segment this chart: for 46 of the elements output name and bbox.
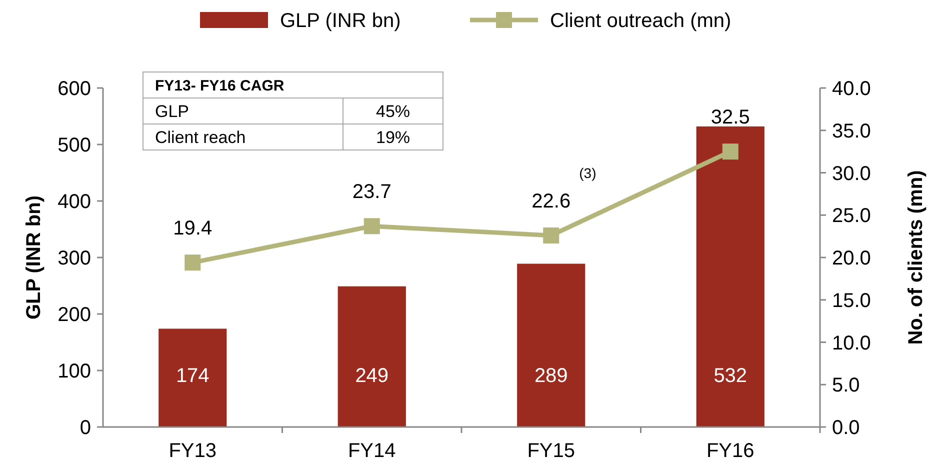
y2-tick-label: 40.0: [832, 78, 871, 100]
y2-axis-title: No. of clients (mn): [905, 170, 927, 345]
x-tick-label: FY13: [168, 440, 217, 462]
y-tick-label: 300: [58, 248, 91, 270]
data-label: 532: [714, 365, 748, 387]
point: [722, 144, 738, 160]
annotation: Client reach: [155, 128, 246, 147]
x-tick-label: FY15: [527, 440, 576, 462]
x-tick-label: FY14: [348, 440, 396, 462]
data-label: 249: [355, 365, 389, 387]
y2-tick-label: 25.0: [832, 205, 871, 228]
data-label: 22.6: [532, 190, 571, 212]
y-tick-label: 200: [58, 304, 91, 326]
x-tick-label: FY16: [706, 440, 754, 462]
y-tick-label: 500: [58, 134, 91, 156]
y-tick-label: 600: [58, 78, 91, 100]
point: [543, 227, 560, 244]
bar: [338, 286, 406, 427]
y-tick-label: 0: [80, 417, 91, 439]
annotation: 45%: [376, 102, 410, 121]
y2-tick-label: 0.0: [832, 417, 860, 439]
y2-tick-label: 20.0: [832, 248, 871, 270]
y2-tick-label: 35.0: [832, 120, 871, 142]
data-label: 19.4: [173, 218, 212, 240]
y2-tick-label: 5.0: [832, 374, 860, 397]
legend-label: Client outreach (mn): [550, 10, 732, 32]
bar: [158, 328, 227, 427]
data-label: 174: [176, 365, 210, 387]
y2-tick-label: 30.0: [832, 162, 871, 185]
annotation: FY13- FY16 CAGR: [155, 77, 284, 94]
annotation: (3): [579, 165, 596, 181]
annotation: 19%: [376, 128, 410, 147]
bar: [517, 264, 586, 427]
y2-tick-label: 10.0: [832, 332, 871, 354]
point: [184, 254, 201, 271]
data-label: 32.5: [710, 106, 750, 129]
y-tick-label: 100: [58, 360, 91, 382]
y-tick-label: 400: [58, 191, 91, 213]
data-label: 289: [534, 365, 568, 387]
annotation: GLP: [155, 102, 190, 121]
bar: [696, 126, 764, 427]
data-label: 23.7: [352, 181, 392, 204]
y2-tick-label: 15.0: [832, 290, 871, 312]
point: [364, 218, 380, 234]
legend-label: GLP (INR bn): [280, 10, 401, 32]
y-axis-title: GLP (INR bn): [23, 195, 45, 320]
